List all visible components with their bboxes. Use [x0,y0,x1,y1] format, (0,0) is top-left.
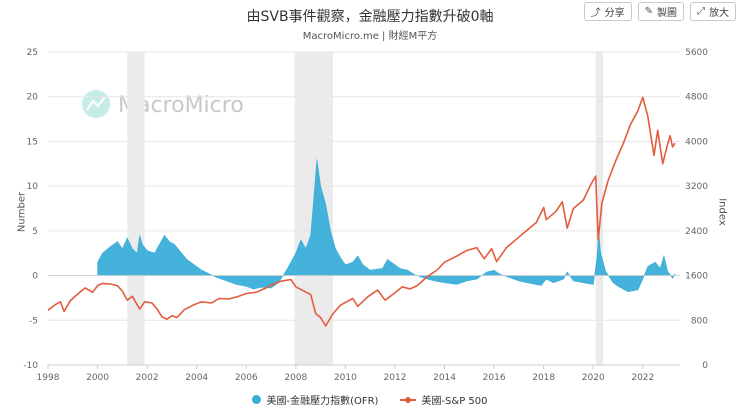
legend-item-ofr[interactable]: 美國-金融壓力指數(OFR) [252,392,378,407]
x-tick-label: 2008 [284,373,307,383]
watermark: MacroMicro [82,90,244,118]
recession-band-2 [595,52,604,365]
left-tick-label: -5 [29,316,38,326]
x-tick-label: 2022 [631,373,654,383]
expand-button[interactable]: ⤢ 放大 [690,2,736,21]
x-tick-label: 2010 [334,373,357,383]
right-tick-label: 0 [702,361,708,371]
series-spx-line [47,96,676,327]
right-tick-label: 3200 [685,182,708,192]
x-tick-label: 1998 [37,373,60,383]
x-tick-label: 2004 [185,373,208,383]
left-tick-label: 20 [27,93,39,103]
watermark-chart-icon [86,96,106,111]
share-icon: ⤴ [590,8,601,19]
share-button-label: 分享 [604,8,625,19]
expand-button-label: 放大 [709,8,729,19]
x-tick-label: 2000 [86,373,109,383]
left-tick-label: 10 [27,182,39,192]
x-tick-label: 2012 [384,373,407,383]
expand-icon: ⤢ [697,6,705,17]
left-tick-label: 0 [32,272,38,282]
copy-chart-button[interactable]: ✎ 製圖 [637,2,684,21]
recession-band-0 [127,52,145,365]
left-axis-label: Number [16,191,28,233]
right-tick-label: 800 [691,316,708,326]
legend-swatch-spx [400,395,417,404]
chart-title: 由SVB事件觀察，金融壓力指數升破0軸 [246,9,494,25]
legend-label-ofr: 美國-金融壓力指數(OFR) [266,396,379,407]
copy-chart-button-label: 製圖 [657,8,677,19]
left-tick-label: -10 [23,361,38,371]
right-axis-label: Index [716,198,728,226]
right-tick-label: 1600 [685,272,708,282]
chart-legend: 美國-金融壓力指數(OFR) 美國-S&P 500 [0,392,740,407]
legend-swatch-ofr [252,395,262,404]
share-button[interactable]: ⤴ 分享 [583,2,632,21]
x-tick-label: 2018 [532,373,555,383]
left-tick-label: 15 [27,137,38,147]
chart-toolbar: ⤴ 分享 ✎ 製圖 ⤢ 放大 [583,2,736,21]
legend-item-spx[interactable]: 美國-S&P 500 [400,392,488,407]
pencil-icon: ✎ [644,6,653,17]
chart-subtitle: MacroMicro.me | 財經M平方 [302,31,438,42]
x-tick-label: 2002 [136,373,159,383]
x-tick-label: 2014 [433,373,456,383]
right-tick-label: 5600 [685,48,708,58]
series-ofr-area [97,159,676,293]
right-tick-label: 2400 [685,227,708,237]
right-tick-label: 4800 [685,93,708,103]
x-tick-label: 2020 [582,373,605,383]
x-tick-label: 2016 [483,373,506,383]
left-tick-label: 5 [32,227,38,237]
left-tick-label: 25 [27,48,38,58]
x-tick-label: 2006 [235,373,258,383]
legend-label-spx: 美國-S&P 500 [421,396,488,407]
right-tick-label: 4000 [685,137,708,147]
